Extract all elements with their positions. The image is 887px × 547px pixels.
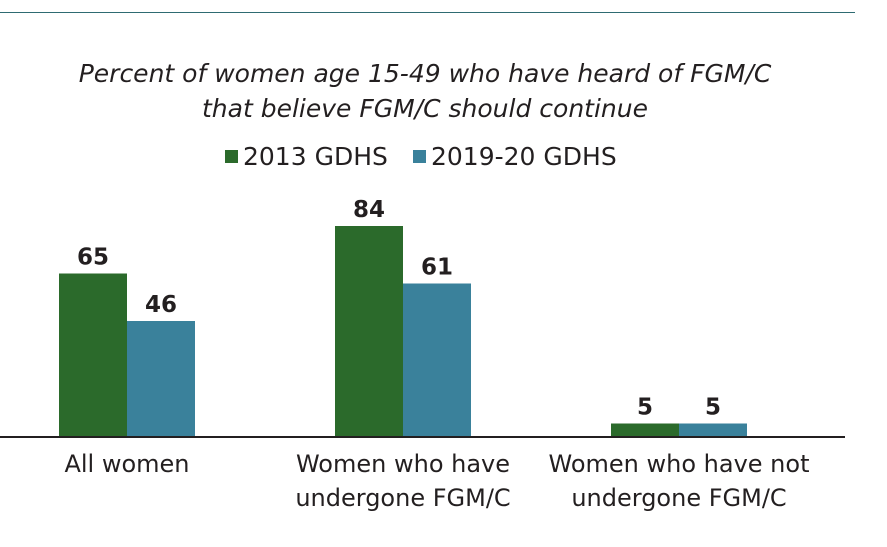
- bar-2013-cat-1: [335, 226, 403, 436]
- chart-title-line-1: Percent of women age 15-49 who have hear…: [79, 59, 772, 88]
- value-label-2013-cat-2: 5: [637, 395, 653, 421]
- value-label-2019-20-cat-1: 61: [421, 255, 453, 281]
- category-label-1-line-0: Women who have: [296, 450, 510, 478]
- bar-2013-cat-2: [611, 423, 679, 436]
- top-rule: [0, 12, 855, 13]
- category-label-2-line-0: Women who have not: [549, 450, 810, 478]
- legend-swatch-2019-20: [413, 150, 426, 163]
- value-labels: 65 46 84 61 5 5: [77, 197, 721, 421]
- category-label-0-line-0: All women: [64, 450, 189, 478]
- legend-swatch-2013: [225, 150, 238, 163]
- legend-label-2013: 2013 GDHS: [243, 142, 388, 171]
- bar-2019-20-cat-0: [127, 321, 195, 436]
- bar-2019-20-cat-2: [679, 423, 747, 436]
- bar-2019-20-cat-1: [403, 283, 471, 436]
- bar-2013-cat-0: [59, 273, 127, 436]
- value-label-2013-cat-0: 65: [77, 245, 109, 271]
- bars: [59, 226, 747, 436]
- legend: 2013 GDHS 2019-20 GDHS: [225, 142, 617, 171]
- value-label-2019-20-cat-2: 5: [705, 395, 721, 421]
- chart-title-line-2: that believe FGM/C should continue: [202, 94, 648, 123]
- category-labels: All women Women who have undergone FGM/C Wo…: [64, 450, 809, 512]
- value-label-2013-cat-1: 84: [353, 197, 385, 223]
- legend-label-2019-20: 2019-20 GDHS: [431, 142, 617, 171]
- value-label-2019-20-cat-0: 46: [145, 292, 177, 318]
- category-label-1-line-1: undergone FGM/C: [295, 484, 510, 512]
- category-label-2-line-1: undergone FGM/C: [571, 484, 786, 512]
- chart-title: Percent of women age 15-49 who have hear…: [79, 59, 772, 123]
